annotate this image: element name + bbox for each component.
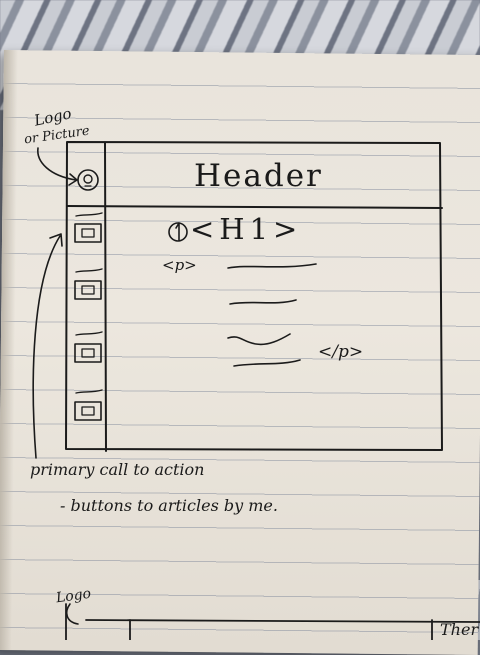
sidebar-divider [104,142,107,452]
sidebar-button-1 [74,223,102,243]
paragraph-close-tag: </p> [318,342,364,362]
logo-circle-icon [77,169,99,191]
sidebar-button-4 [74,401,102,421]
bottom-logo-arrow [65,603,79,625]
cta-note-line2: - buttons to articles by me. [60,496,278,515]
cta-arrowhead [49,233,63,247]
heading-tag: <H1> [190,212,303,246]
frame-outline [65,141,443,451]
paragraph-open-tag: <p> [162,256,197,274]
sidebar-button-2 [74,280,102,300]
cta-arrow [32,235,61,459]
sidebar-button-3 [74,343,102,363]
logo-arrowhead [68,173,78,186]
header-label: Header [194,158,323,194]
sidebar-button-2-label [75,268,103,273]
cta-note-line1: primary call to action [30,460,205,479]
sidebar-button-3-label [75,331,103,336]
wireframe-sketch [32,141,480,640]
sidebar-button-4-label [75,389,103,394]
sidebar-button-1-label [75,212,103,217]
bottom-frame-top [85,619,480,623]
sidebar-buttons [74,212,103,421]
header-divider [66,205,443,209]
bottom-header-fragment: Ther [440,620,479,639]
paragraph-lines [227,263,317,367]
logo-arrow [37,147,77,181]
heading-icon [168,222,188,242]
